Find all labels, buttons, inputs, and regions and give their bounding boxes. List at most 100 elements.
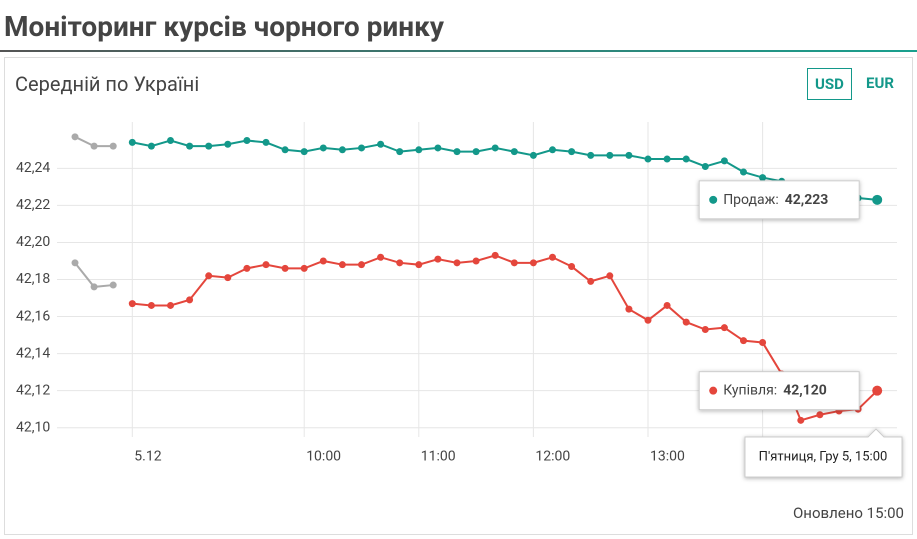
- data-point: [644, 316, 652, 324]
- data-point: [549, 146, 556, 154]
- date-tooltip: П'ятниця, Гру 5, 15:00: [744, 428, 903, 478]
- data-point: [147, 142, 155, 150]
- data-point: [415, 261, 423, 269]
- data-point: [300, 264, 308, 272]
- data-point: [529, 151, 537, 159]
- data-point: [872, 385, 883, 396]
- date-label: П'ятниця, Гру 5, 15:00: [759, 449, 888, 464]
- data-point: [319, 257, 327, 265]
- tooltip-dot: [709, 386, 718, 395]
- data-point: [587, 151, 595, 159]
- data-point: [109, 142, 117, 150]
- data-point: [262, 138, 270, 146]
- data-point: [759, 339, 767, 346]
- date-tooltip-box: [744, 428, 903, 478]
- data-point: [797, 416, 805, 424]
- data-point: [415, 146, 423, 154]
- data-point: [205, 272, 213, 280]
- data-point: [167, 137, 174, 145]
- data-point: [224, 274, 232, 282]
- data-point: [472, 148, 480, 156]
- data-point: [759, 174, 767, 182]
- data-point: [606, 272, 614, 280]
- data-point: [816, 411, 824, 419]
- series-line: [132, 139, 878, 201]
- data-point: [377, 253, 385, 261]
- tooltip: Купівля: 42,120: [698, 371, 860, 411]
- data-point: [205, 142, 213, 150]
- data-point: [720, 324, 728, 332]
- data-point: [740, 337, 747, 345]
- data-point: [90, 142, 98, 150]
- eur-button[interactable]: EUR: [866, 74, 894, 92]
- data-point: [281, 146, 289, 154]
- data-point: [186, 142, 194, 150]
- data-point: [663, 155, 671, 163]
- data-point: [644, 155, 652, 163]
- data-point: [549, 253, 556, 261]
- updated-label: Оновлено 15:00: [792, 504, 904, 522]
- data-point: [167, 301, 174, 309]
- data-point: [396, 259, 404, 267]
- data-point: [358, 261, 365, 269]
- y-tick-label: 42,14: [16, 345, 50, 361]
- tooltip-box: [698, 180, 860, 220]
- data-point: [606, 151, 614, 159]
- data-point: [663, 301, 671, 309]
- data-point: [740, 168, 747, 176]
- tooltip-text: Купівля: 42,120: [723, 382, 827, 398]
- tooltip-label: Купівля:: [723, 382, 777, 398]
- x-tick-label: 13:00: [650, 449, 685, 465]
- series-line: [132, 254, 878, 422]
- data-point: [319, 144, 327, 152]
- data-point: [682, 318, 690, 326]
- tooltip-value: 42,223: [785, 192, 829, 208]
- data-point: [701, 162, 709, 170]
- data-point: [224, 140, 232, 148]
- y-tick-label: 42,18: [16, 271, 50, 287]
- data-point: [358, 144, 365, 152]
- data-point: [281, 264, 289, 272]
- data-point: [472, 257, 480, 265]
- data-point: [625, 305, 633, 313]
- usd-button[interactable]: USD: [807, 68, 852, 100]
- data-point: [338, 261, 346, 269]
- tooltip-label: Продаж:: [723, 192, 779, 208]
- y-tick-label: 42,24: [16, 160, 50, 176]
- y-tick-label: 42,10: [16, 419, 50, 435]
- page-title: Моніторинг курсів чорного ринку: [4, 10, 444, 43]
- title-rule: [0, 50, 917, 52]
- data-point: [568, 148, 576, 156]
- data-point: [701, 326, 709, 334]
- data-point: [872, 194, 883, 205]
- data-point: [243, 137, 251, 145]
- y-tick-label: 42,20: [16, 234, 50, 250]
- series-line: [74, 262, 114, 288]
- data-point: [90, 283, 98, 291]
- tooltip-dot: [709, 195, 718, 204]
- card: Середній по Україні USD EUR Оновлено 15:…: [4, 57, 913, 535]
- data-point: [186, 296, 194, 304]
- y-tick-label: 42,12: [16, 382, 50, 398]
- data-point: [491, 144, 499, 152]
- data-point: [510, 259, 518, 267]
- data-point: [434, 144, 442, 152]
- tooltip-text: Продаж: 42,223: [723, 192, 828, 208]
- data-point: [128, 300, 136, 308]
- data-point: [71, 259, 79, 267]
- data-point: [434, 255, 442, 263]
- x-tick-label: 5.12: [134, 449, 161, 465]
- data-point: [529, 259, 537, 267]
- x-tick-label: 12:00: [535, 449, 570, 465]
- data-point: [396, 148, 404, 156]
- data-point: [453, 148, 461, 156]
- data-point: [338, 146, 346, 154]
- y-tick-label: 42,16: [16, 308, 50, 324]
- x-tick-label: 11:00: [421, 449, 456, 465]
- data-point: [510, 148, 518, 156]
- data-point: [377, 140, 385, 148]
- data-point: [243, 264, 251, 272]
- data-point: [128, 138, 136, 146]
